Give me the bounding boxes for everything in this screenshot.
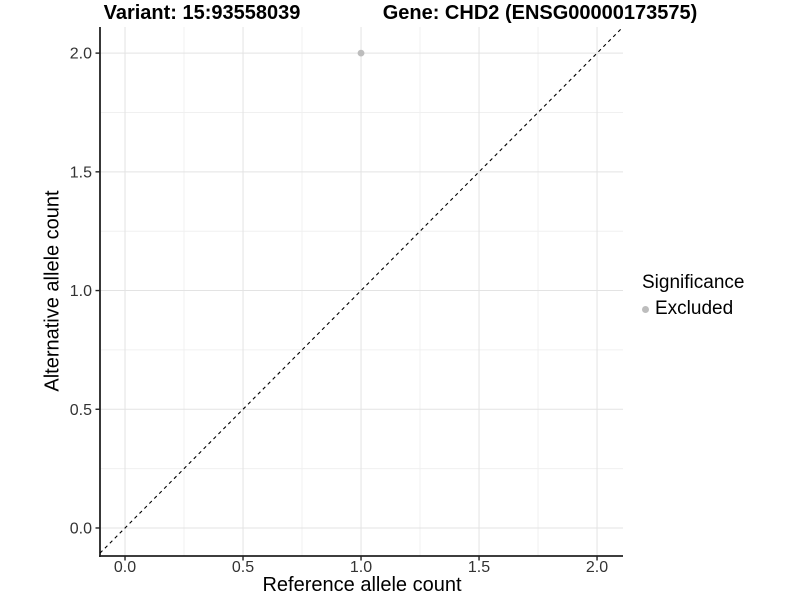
- x-tick-label: 1.5: [468, 559, 490, 576]
- y-axis-title: Alternative allele count: [41, 190, 64, 392]
- legend-key-dot-icon: [642, 305, 649, 313]
- x-tick-label: 0.5: [232, 559, 254, 576]
- y-tick-label: 0.5: [70, 402, 92, 419]
- data-point: [357, 49, 365, 57]
- x-tick-label: 2.0: [586, 559, 608, 576]
- plot-title-variant: Variant: 15:93558039: [103, 2, 301, 24]
- x-axis-title: Reference allele count: [262, 574, 462, 596]
- legend-item-excluded: Excluded: [642, 298, 744, 321]
- x-tick-label: 1.0: [350, 559, 372, 576]
- y-tick-label: 2.0: [70, 46, 92, 63]
- y-tick-label: 0.0: [70, 520, 92, 537]
- legend-item-label: Excluded: [655, 297, 734, 319]
- y-tick-label: 1.5: [70, 164, 92, 181]
- plot-title-gene: Gene: CHD2 (ENSG00000173575): [382, 2, 698, 24]
- legend: Significance Excluded: [642, 272, 744, 321]
- identity-reference-line: [99, 26, 624, 554]
- x-tick-label: 0.0: [114, 559, 136, 576]
- legend-title: Significance: [642, 272, 745, 293]
- y-tick-label: 1.0: [70, 283, 92, 300]
